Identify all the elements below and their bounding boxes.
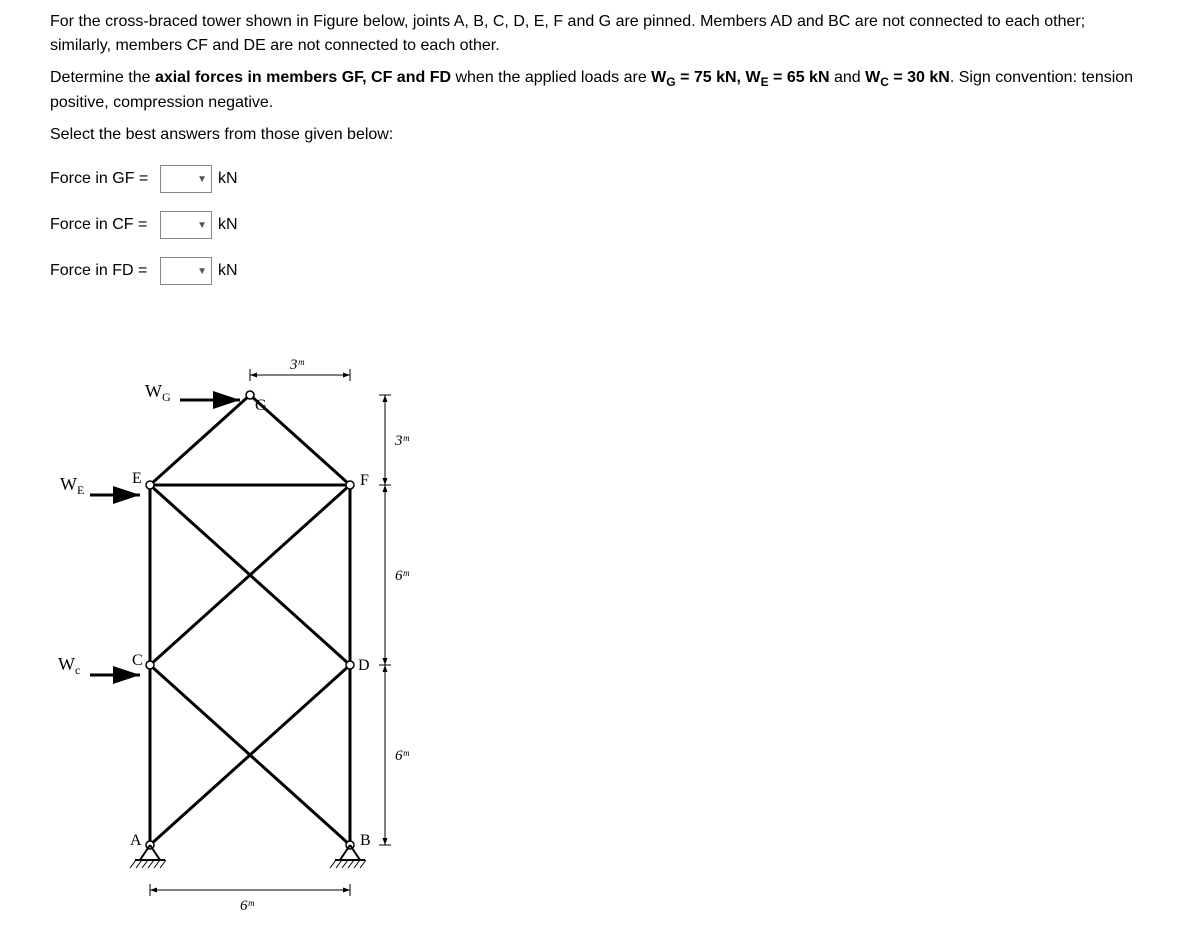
chevron-down-icon: ▼ (197, 174, 207, 185)
dim-6m-upper: 6ᵐ (395, 568, 410, 584)
tower-svg: WG WE Wc G E F C D A B 3ᵐ 3ᵐ 6ᵐ 6ᵐ 6ᵐ (50, 325, 450, 925)
tower-figure: WG WE Wc G E F C D A B 3ᵐ 3ᵐ 6ᵐ 6ᵐ 6ᵐ (50, 325, 1150, 930)
dim-6m-lower: 6ᵐ (395, 748, 410, 764)
force-fd-label: Force in FD = (50, 262, 160, 280)
label-we: WE (60, 474, 84, 497)
problem-p3: Select the best answers from those given… (50, 123, 1150, 147)
label-wc: Wc (58, 654, 80, 677)
force-cf-label: Force in CF = (50, 216, 160, 234)
p2-mid: when the applied loads are (451, 69, 651, 86)
force-gf-select[interactable]: ▼ (160, 165, 212, 193)
dim-3m-right: 3ᵐ (394, 433, 410, 449)
p2-wc: WC = 30 kN (865, 69, 950, 86)
label-wg: WG (145, 381, 171, 404)
label-e: E (132, 470, 142, 487)
chevron-down-icon: ▼ (197, 220, 207, 231)
force-fd-row: Force in FD = ▼ kN (50, 257, 1150, 285)
problem-p1: For the cross-braced tower shown in Figu… (50, 10, 1150, 58)
force-cf-row: Force in CF = ▼ kN (50, 211, 1150, 239)
force-fd-unit: kN (218, 262, 238, 280)
label-c: C (132, 652, 143, 669)
label-f: F (360, 472, 369, 489)
force-cf-select[interactable]: ▼ (160, 211, 212, 239)
p2-and: and (830, 69, 866, 86)
label-a: A (130, 832, 142, 849)
force-gf-unit: kN (218, 170, 238, 188)
force-gf-label: Force in GF = (50, 170, 160, 188)
label-b: B (360, 832, 371, 849)
p2-pre: Determine the (50, 69, 155, 86)
label-g: G (255, 397, 267, 414)
force-fd-select[interactable]: ▼ (160, 257, 212, 285)
force-gf-row: Force in GF = ▼ kN (50, 165, 1150, 193)
dim-6m-bottom: 6ᵐ (240, 898, 255, 914)
problem-text: For the cross-braced tower shown in Figu… (50, 10, 1150, 147)
label-d: D (358, 657, 370, 674)
p2-wg: WG = 75 kN, WE = 65 kN (651, 69, 829, 86)
problem-p2: Determine the axial forces in members GF… (50, 66, 1150, 115)
chevron-down-icon: ▼ (197, 266, 207, 277)
force-cf-unit: kN (218, 216, 238, 234)
p2-bold: axial forces in members GF, CF and FD (155, 69, 451, 86)
dim-3m-top: 3ᵐ (289, 357, 305, 373)
